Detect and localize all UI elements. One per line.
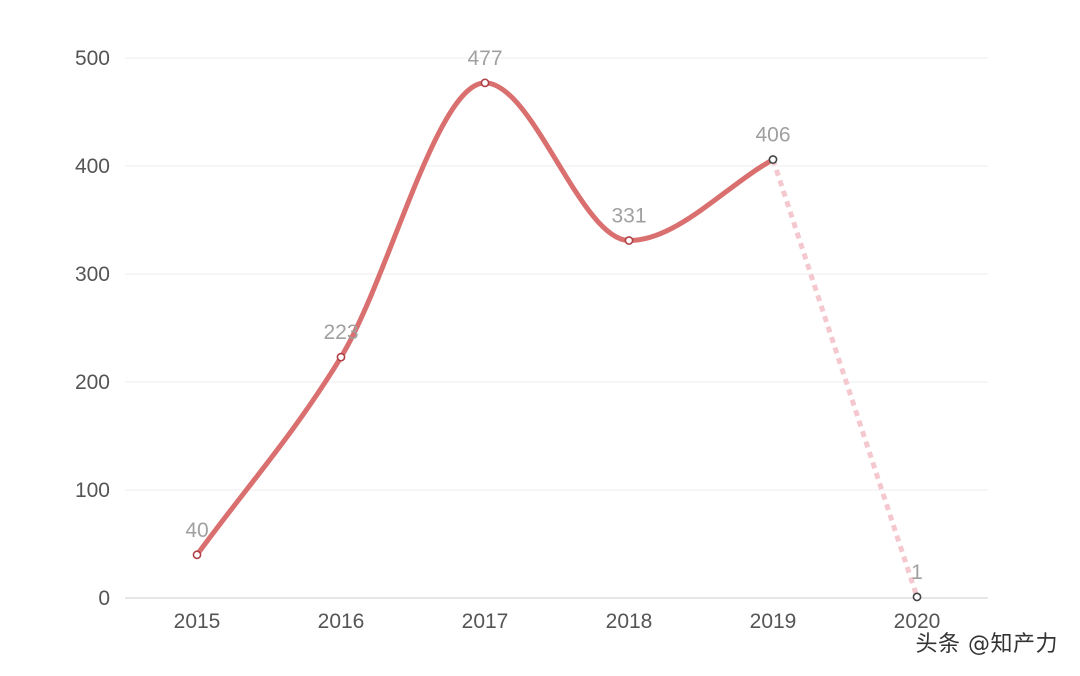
data-point-2017 xyxy=(480,78,490,88)
data-label-2015: 40 xyxy=(185,519,208,542)
y-tick-label: 300 xyxy=(75,263,110,286)
y-tick-label: 0 xyxy=(98,587,110,610)
x-tick-label: 2019 xyxy=(750,610,797,633)
data-point-2018 xyxy=(624,236,634,245)
data-label-2018: 331 xyxy=(611,205,646,228)
x-axis-tick-labels: 2015 2016 2017 2018 2019 2020 xyxy=(174,610,941,633)
data-label-2016: 223 xyxy=(323,321,358,344)
x-tick-label: 2017 xyxy=(462,610,509,633)
data-point-2019 xyxy=(768,155,778,164)
data-point-2020 xyxy=(912,592,922,602)
x-tick-label: 2020 xyxy=(894,610,941,633)
data-label-2019: 406 xyxy=(755,124,790,147)
watermark: 头条 @知产力 xyxy=(915,632,1058,657)
y-tick-label: 100 xyxy=(75,479,110,502)
series-lines xyxy=(194,80,920,598)
y-axis-tick-labels: 0 100 200 300 400 500 xyxy=(75,47,110,610)
data-point-2016 xyxy=(336,352,346,362)
data-label-2017: 477 xyxy=(467,47,502,70)
y-tick-label: 200 xyxy=(75,371,110,394)
data-point-markers xyxy=(192,78,922,602)
series-line-solid xyxy=(194,80,776,558)
data-label-2020: 1 xyxy=(911,561,923,584)
data-point-2015 xyxy=(192,550,202,560)
x-tick-label: 2018 xyxy=(606,610,653,633)
x-tick-label: 2015 xyxy=(174,610,221,633)
series-line-dashed xyxy=(770,158,920,598)
x-tick-label: 2016 xyxy=(318,610,365,633)
y-tick-label: 400 xyxy=(75,155,110,178)
data-labels: 40 223 477 331 406 1 xyxy=(185,47,923,584)
y-tick-label: 500 xyxy=(75,47,110,70)
